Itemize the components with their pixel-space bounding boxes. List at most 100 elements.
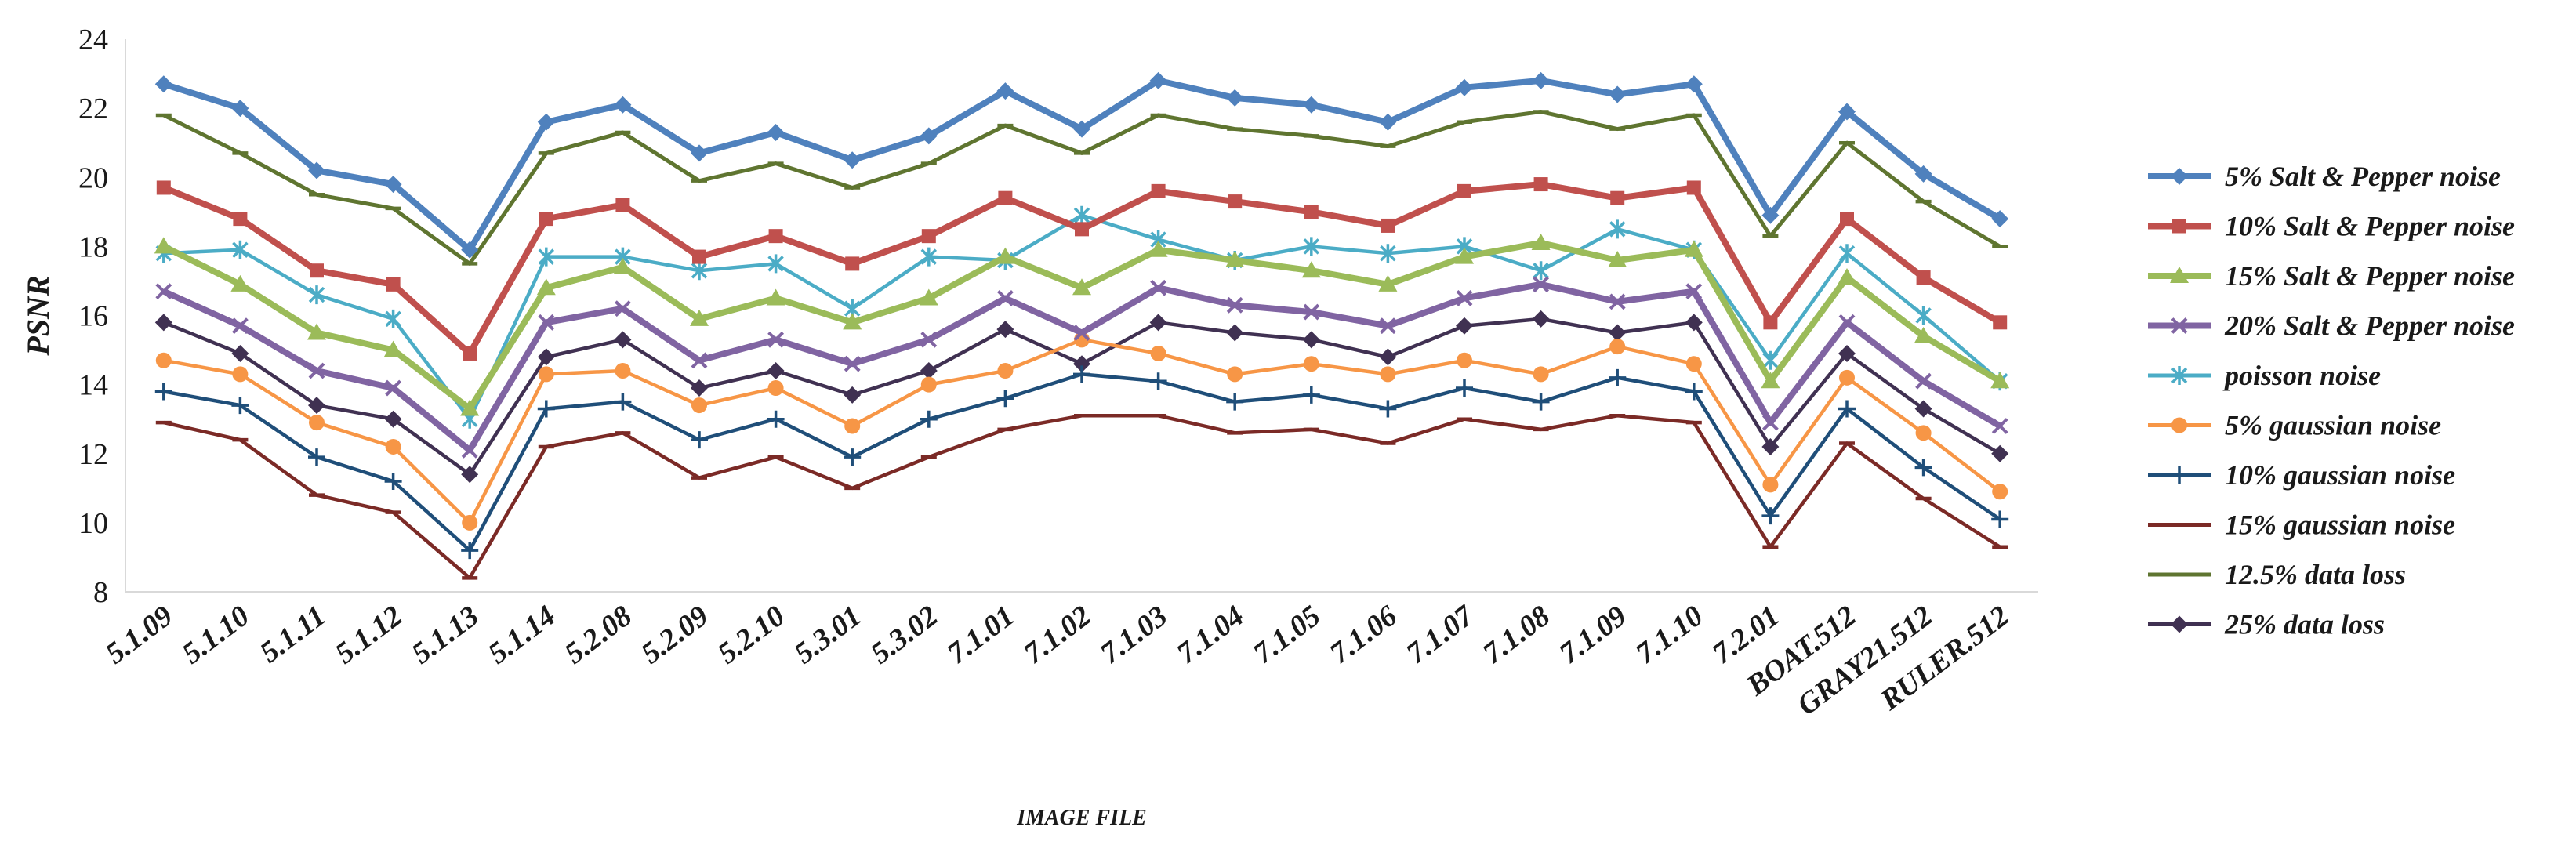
x-tick-label: 7.1.04 xyxy=(1170,600,1250,671)
data-point xyxy=(920,247,938,267)
data-point xyxy=(154,237,173,254)
data-point xyxy=(1225,251,1245,267)
legend-label: 12.5% data loss xyxy=(2225,559,2406,590)
data-point xyxy=(231,344,249,362)
data-point xyxy=(1533,366,1549,383)
data-point xyxy=(155,283,172,300)
data-point xyxy=(844,151,862,169)
data-point xyxy=(1991,444,2009,462)
data-point xyxy=(1380,366,1396,383)
data-point xyxy=(1761,437,1780,455)
data-point xyxy=(1149,71,1167,89)
data-point xyxy=(919,288,938,306)
series-10 xyxy=(154,310,2009,484)
series-layer xyxy=(154,71,2010,580)
data-point xyxy=(920,331,938,348)
data-point xyxy=(767,123,785,141)
data-point xyxy=(1379,113,1397,131)
data-point xyxy=(1228,194,1243,209)
data-point xyxy=(1456,379,1473,397)
data-point xyxy=(1226,324,1244,342)
legend-item-5: poisson noise xyxy=(2148,360,2381,391)
data-point xyxy=(1762,350,1779,370)
data-point xyxy=(1457,352,1472,368)
data-point xyxy=(1685,383,1703,401)
x-tick-label: 7.1.01 xyxy=(942,600,1021,671)
series-8 xyxy=(155,414,2008,580)
data-point xyxy=(844,418,861,434)
data-point xyxy=(1303,303,1320,321)
x-tick-label: 7.1.02 xyxy=(1018,600,1097,671)
data-point xyxy=(1533,261,1549,281)
x-tick-label: 5.1.12 xyxy=(329,600,408,671)
data-point xyxy=(691,144,708,162)
legend-swatch-marker xyxy=(2172,219,2186,234)
legend-label: 5% gaussian noise xyxy=(2225,410,2441,441)
data-point xyxy=(1993,315,2008,330)
data-point xyxy=(154,75,172,93)
data-point xyxy=(767,380,784,397)
series-6 xyxy=(155,332,2008,531)
series-4 xyxy=(155,276,2008,459)
data-point xyxy=(1150,345,1166,361)
data-point xyxy=(385,379,402,397)
data-point xyxy=(1610,190,1625,205)
data-point xyxy=(1302,96,1320,114)
legend-label: 25% data loss xyxy=(2224,609,2385,640)
y-tick-label: 20 xyxy=(78,161,108,194)
data-point xyxy=(1532,71,1550,89)
data-point xyxy=(1763,315,1778,330)
data-point xyxy=(1609,85,1627,103)
y-tick-label: 22 xyxy=(78,92,108,125)
data-point xyxy=(154,314,172,332)
data-point xyxy=(1226,296,1243,314)
data-point xyxy=(614,331,632,349)
data-point xyxy=(1914,400,1932,418)
legend-swatch-marker xyxy=(2171,466,2188,484)
data-point xyxy=(461,466,479,484)
series-3 xyxy=(154,233,2010,416)
data-point xyxy=(1532,393,1550,411)
data-point xyxy=(1304,205,1319,219)
legend-label: poisson noise xyxy=(2222,360,2381,391)
data-point xyxy=(1838,103,1856,121)
data-point xyxy=(384,410,402,428)
data-point xyxy=(384,176,402,194)
x-tick-label: 7.1.09 xyxy=(1553,600,1632,671)
data-point xyxy=(614,393,632,411)
series-9 xyxy=(155,110,2008,266)
data-point xyxy=(920,376,937,393)
legend-label: 20% Salt & Pepper noise xyxy=(2224,310,2515,342)
data-point xyxy=(921,229,936,244)
data-point xyxy=(1684,240,1703,257)
data-point xyxy=(1609,324,1627,342)
data-point xyxy=(461,241,479,259)
data-point xyxy=(309,415,325,431)
data-point xyxy=(1761,507,1780,525)
legend-label: 10% gaussian noise xyxy=(2225,459,2455,491)
data-point xyxy=(613,257,633,274)
data-point xyxy=(768,229,783,244)
data-point xyxy=(1531,233,1551,250)
x-tick-label: 5.1.10 xyxy=(176,600,256,671)
legend-label: 15% gaussian noise xyxy=(2225,509,2455,541)
data-point xyxy=(767,410,785,428)
data-point xyxy=(1609,368,1627,386)
data-point xyxy=(385,438,401,455)
x-tick-label: 5.3.01 xyxy=(788,600,867,671)
x-tick-label: 5.1.09 xyxy=(100,600,179,671)
data-point xyxy=(766,288,785,306)
legend-item-7: 10% gaussian noise xyxy=(2148,459,2455,491)
data-point xyxy=(154,383,172,401)
x-tick-label: 5.3.02 xyxy=(865,600,944,671)
data-point xyxy=(461,542,479,560)
data-point xyxy=(767,331,785,348)
data-point xyxy=(1378,274,1398,292)
y-tick-label: 14 xyxy=(78,369,108,402)
data-point xyxy=(1838,400,1856,418)
data-point xyxy=(1073,325,1090,341)
data-point xyxy=(615,363,631,379)
data-point xyxy=(691,397,707,414)
data-point xyxy=(1685,283,1703,300)
x-axis-title: IMAGE FILE xyxy=(1016,806,1147,830)
